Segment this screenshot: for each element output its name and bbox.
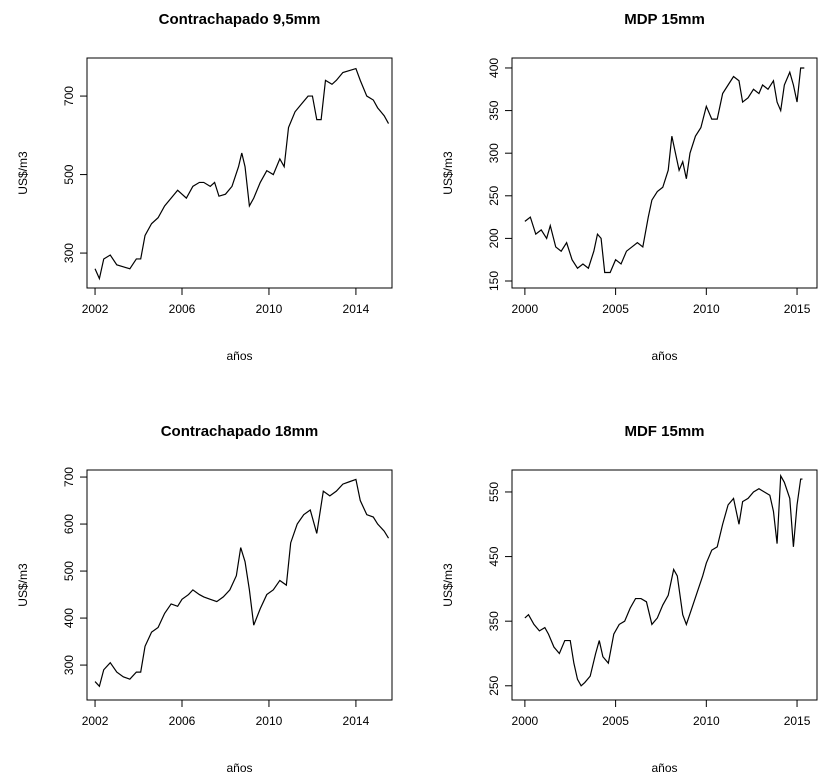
y-tick-label: 300 [62, 655, 76, 675]
y-axis-label: US$/m3 [16, 563, 30, 607]
data-line [94, 67, 390, 281]
y-tick-label: 700 [62, 86, 76, 106]
x-tick-label: 2010 [256, 302, 283, 316]
x-tick-label: 2010 [693, 714, 720, 728]
y-tick-label: 700 [62, 467, 76, 487]
y-tick-label: 300 [487, 143, 501, 163]
chart-title: Contrachapado 9,5mm [159, 11, 321, 28]
x-tick-label: 2014 [343, 714, 370, 728]
x-axis-label: años [651, 349, 677, 363]
data-line [524, 473, 803, 687]
y-tick-label: 450 [487, 546, 501, 566]
y-tick-label: 400 [62, 608, 76, 628]
y-tick-label: 300 [62, 243, 76, 263]
y-axis-label: US$/m3 [441, 563, 455, 607]
y-tick-label: 350 [487, 100, 501, 120]
y-axis-label: US$/m3 [16, 151, 30, 195]
x-tick-label: 2002 [82, 714, 109, 728]
x-tick-label: 2000 [512, 302, 539, 316]
x-tick-label: 2010 [256, 714, 283, 728]
y-tick-label: 600 [62, 514, 76, 534]
data-line [94, 478, 390, 688]
plot-box [86, 57, 393, 289]
x-tick-label: 2015 [784, 302, 811, 316]
y-tick-label: 400 [487, 58, 501, 78]
x-tick-label: 2010 [693, 302, 720, 316]
x-axis-label: años [226, 349, 252, 363]
y-tick-label: 200 [487, 228, 501, 248]
y-tick-label: 250 [487, 185, 501, 205]
y-tick-label: 500 [62, 561, 76, 581]
plot-box [511, 469, 818, 701]
x-tick-label: 2006 [169, 714, 196, 728]
x-axis-label: años [651, 761, 677, 773]
data-line [524, 67, 805, 274]
x-tick-label: 2002 [82, 302, 109, 316]
x-tick-label: 2014 [343, 302, 370, 316]
y-tick-label: 550 [487, 482, 501, 502]
chart-title: MDF 15mm [624, 423, 704, 440]
x-axis-label: años [226, 761, 252, 773]
x-tick-label: 2015 [784, 714, 811, 728]
y-tick-label: 350 [487, 611, 501, 631]
chart-title: Contrachapado 18mm [161, 423, 319, 440]
plot-box [511, 57, 818, 289]
x-tick-label: 2005 [602, 302, 629, 316]
y-axis-label: US$/m3 [441, 151, 455, 195]
x-tick-label: 2006 [169, 302, 196, 316]
y-tick-label: 150 [487, 271, 501, 291]
chart-title: MDP 15mm [624, 11, 705, 28]
plot-box [86, 469, 393, 701]
y-tick-label: 250 [487, 675, 501, 695]
x-tick-label: 2005 [602, 714, 629, 728]
y-tick-label: 500 [62, 164, 76, 184]
x-tick-label: 2000 [512, 714, 539, 728]
